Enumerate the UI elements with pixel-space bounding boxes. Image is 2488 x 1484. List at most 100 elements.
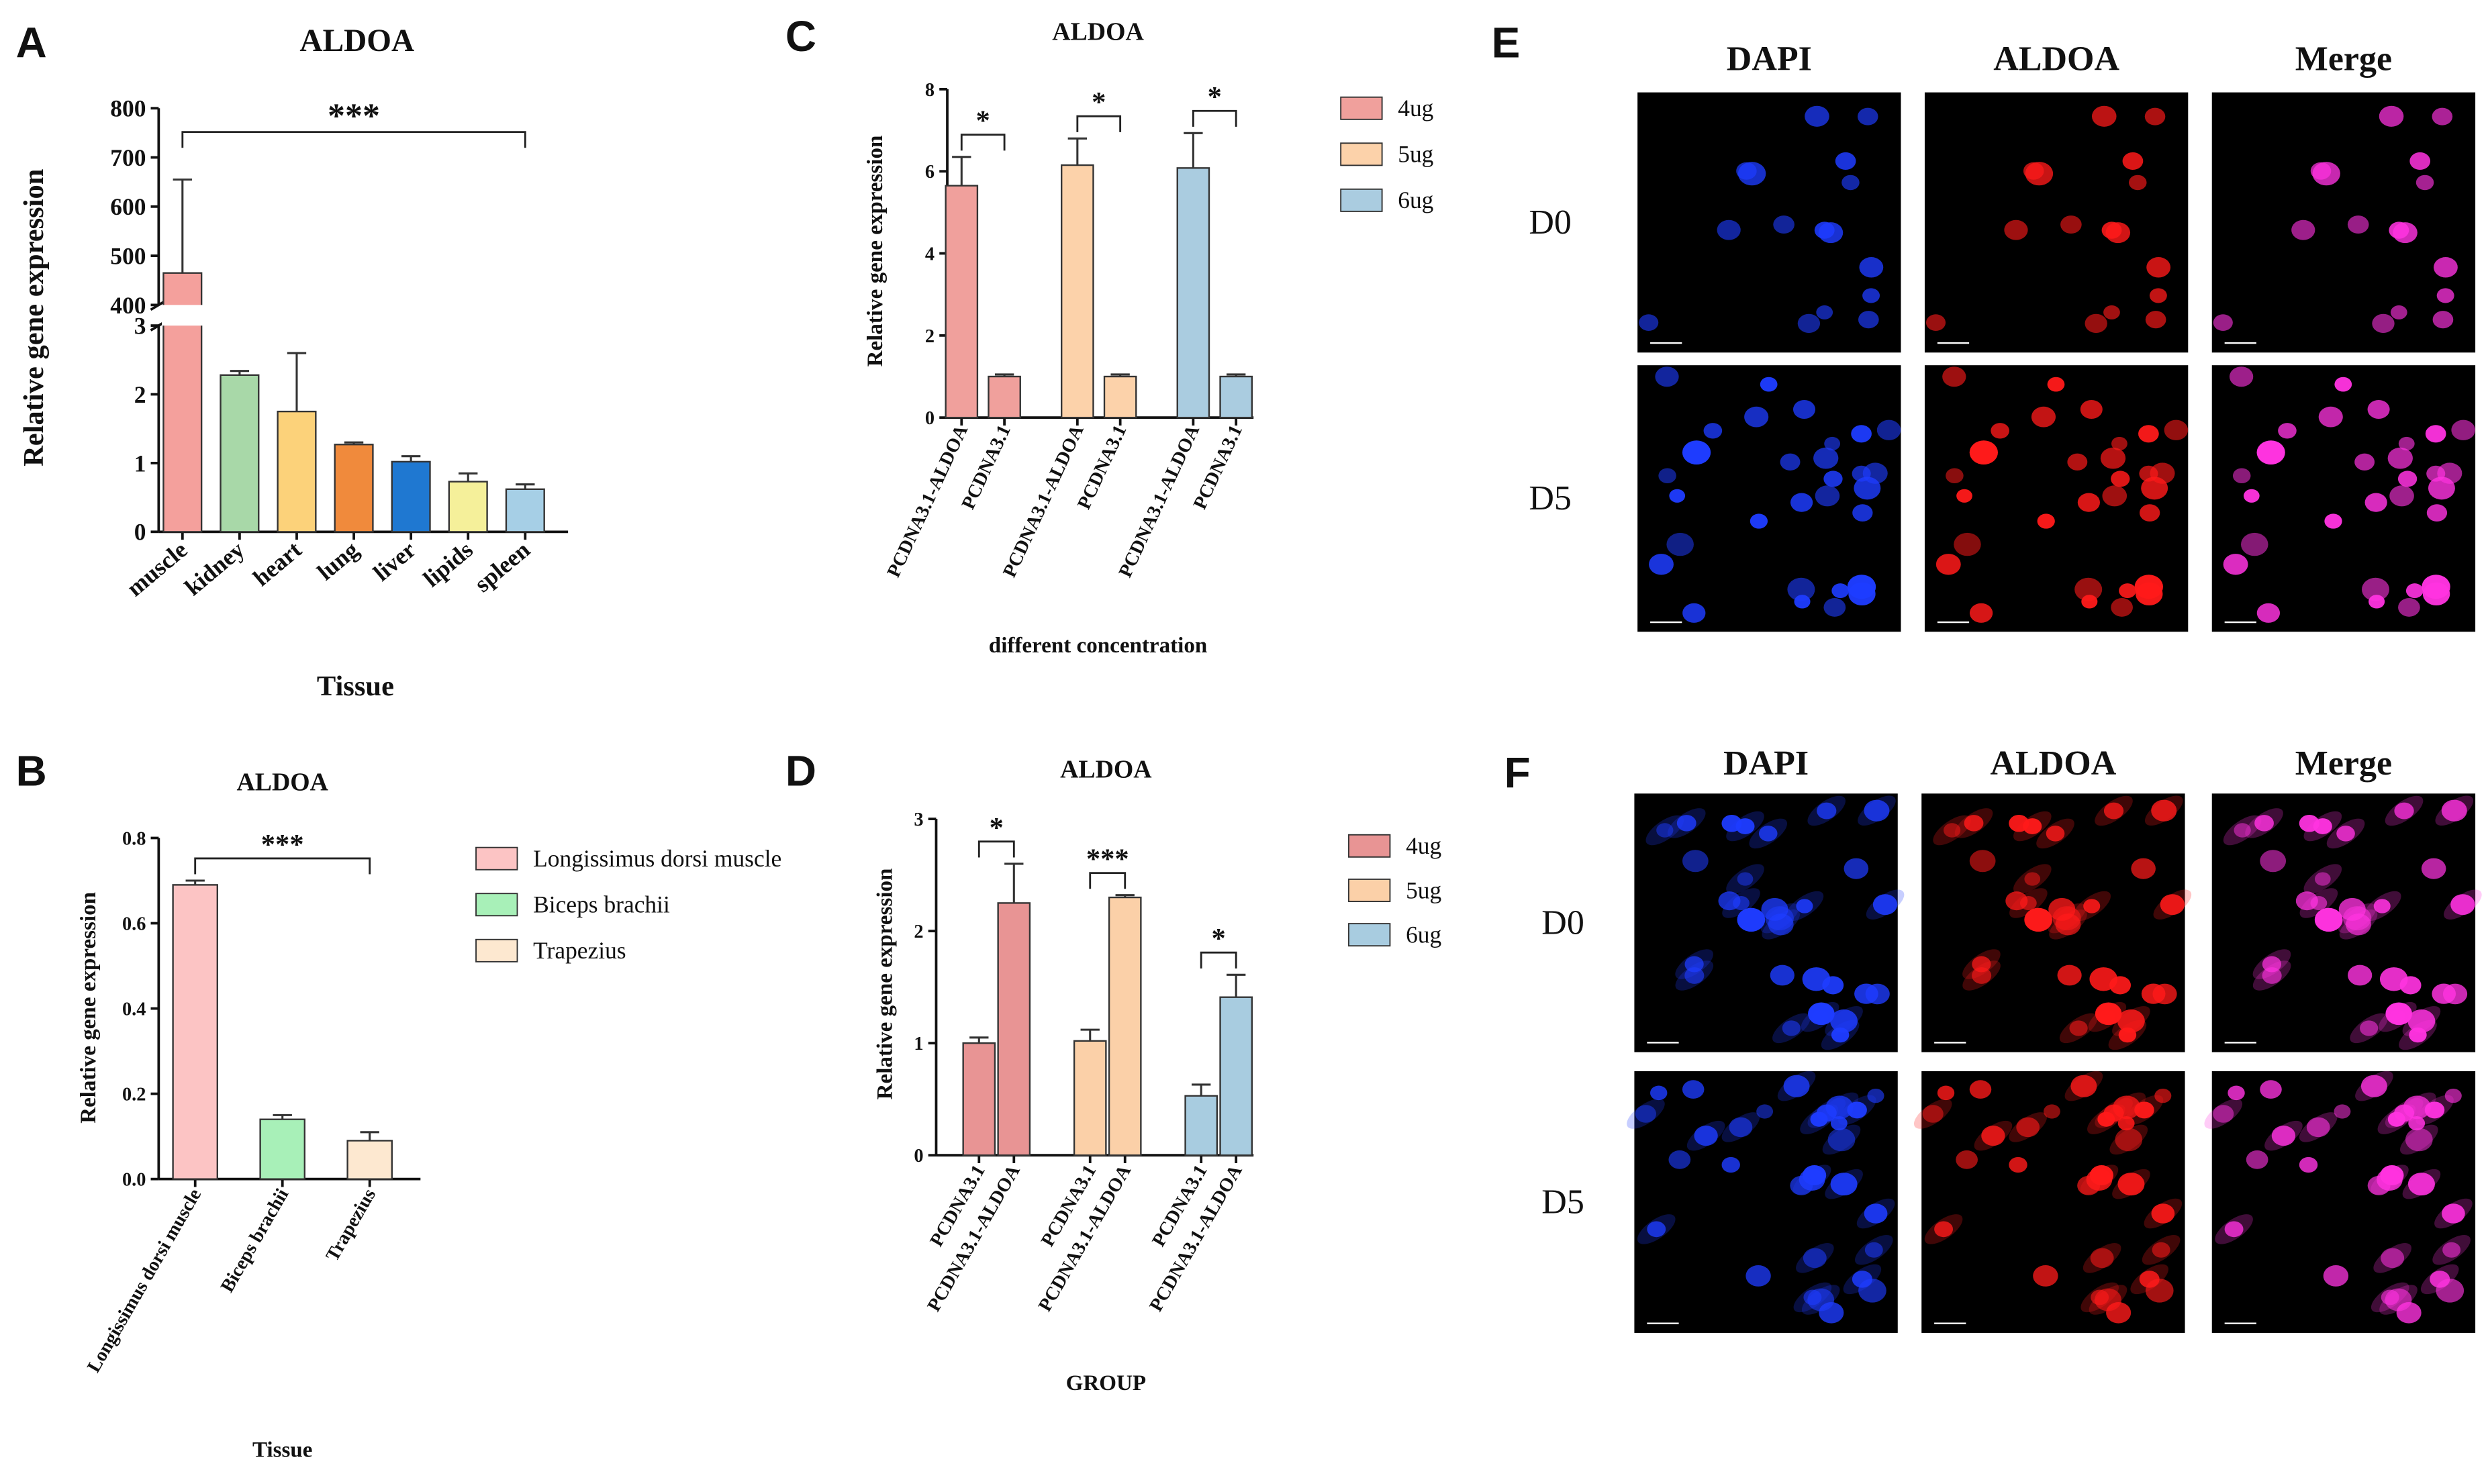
nucleus: [2224, 1221, 2244, 1238]
panel: A ALDOA Tissue Relative gene expression 0 1 2 3…: [16, 19, 569, 702]
nucleus: [1831, 583, 1850, 599]
nucleus: [1858, 1279, 1886, 1303]
nucleus: [1656, 823, 1674, 838]
nucleus: [2360, 1075, 2387, 1097]
nucleus: [1830, 1009, 1858, 1033]
nucleus: [2408, 1116, 2426, 1131]
panel-letter: D: [785, 746, 816, 795]
nucleus: [2033, 1265, 2058, 1287]
nucleus: [2361, 577, 2389, 601]
nucleus: [2260, 850, 2287, 873]
nucleus: [1858, 311, 1879, 329]
y-axis-label: Relative gene expression: [18, 168, 50, 466]
bar: [1103, 375, 1137, 419]
nucleus: [1972, 956, 1991, 973]
significance-label: ***: [1086, 844, 1129, 875]
bar: [1184, 1095, 1218, 1156]
nucleus: [2425, 425, 2446, 443]
nucleus: [2009, 1156, 2027, 1173]
panel-letter: C: [785, 12, 816, 60]
nucleus: [1969, 603, 1993, 623]
significance-label: ***: [261, 829, 304, 860]
y-tick-label: 0.0: [122, 1170, 146, 1191]
y-tick-label: 0.4: [122, 999, 146, 1020]
nucleus: [1981, 1126, 2005, 1146]
nucleus: [2442, 1242, 2461, 1258]
legend-swatch: [475, 846, 518, 871]
nucleus: [1668, 1150, 1691, 1169]
nucleus: [2379, 105, 2404, 127]
nucleus: [2372, 313, 2395, 334]
nucleus: [2154, 1088, 2172, 1103]
x-tick-label: liver: [368, 536, 420, 587]
chart-title: ALDOA: [236, 769, 328, 797]
panel-letter: F: [1504, 748, 1531, 797]
nucleus: [2398, 436, 2415, 451]
nucleus: [2409, 152, 2431, 170]
nucleus: [1669, 489, 1686, 503]
chart-title: ALDOA: [299, 23, 414, 58]
y-tick-label: 1: [134, 450, 146, 477]
nucleus: [1736, 162, 1757, 180]
legend-swatch: [475, 893, 518, 917]
legend-swatch: [1340, 142, 1383, 166]
nucleus: [1830, 1173, 1858, 1196]
nucleus: [2334, 377, 2352, 392]
nucleus: [1773, 215, 1795, 234]
nucleus: [1682, 440, 1711, 465]
x-tick-label: kidney: [179, 536, 249, 601]
nucleus: [1761, 897, 1788, 921]
row-label: D0: [1541, 903, 1584, 942]
nucleus: [2139, 465, 2158, 482]
nucleus: [2450, 894, 2475, 916]
nucleus: [2394, 802, 2414, 820]
nucleus: [2256, 603, 2281, 623]
legend-swatch: [1348, 878, 1391, 902]
nucleus: [2318, 406, 2343, 428]
nucleus: [1756, 1104, 1774, 1119]
nucleus: [2100, 447, 2126, 469]
nucleus: [2323, 1265, 2349, 1287]
nucleus: [1647, 1221, 1666, 1238]
legend-label: 6ug: [1398, 187, 1433, 213]
nucleus: [1991, 423, 2009, 439]
nucleus: [1956, 489, 1972, 503]
nucleus: [2324, 513, 2342, 529]
nucleus: [1717, 219, 1741, 240]
nucleus: [2077, 1175, 2101, 1195]
nucleus: [2310, 162, 2332, 180]
nucleus: [1650, 1085, 1668, 1101]
nucleus: [2387, 447, 2413, 469]
nucleus: [2254, 815, 2274, 832]
nucleus: [2090, 1248, 2114, 1269]
nucleus: [2102, 485, 2127, 507]
nucleus: [2415, 175, 2434, 191]
nucleus: [1760, 377, 1778, 392]
bar: [391, 460, 431, 533]
panel: B ALDOA Tissue Relative gene expression 0.0 0…: [16, 746, 782, 1462]
nucleus: [1934, 1221, 1954, 1238]
nucleus: [2067, 453, 2088, 471]
nucleus: [2149, 288, 2167, 303]
nucleus: [2426, 504, 2448, 522]
nucleus: [2393, 222, 2418, 244]
nucleus: [1635, 1105, 1657, 1123]
nucleus: [2432, 311, 2454, 329]
micrograph: [1637, 92, 1901, 353]
nucleus: [2228, 1085, 2245, 1101]
nucleus: [1745, 1265, 1771, 1287]
column-title: ALDOA: [1993, 40, 2119, 79]
nucleus: [1824, 436, 1841, 451]
significance-bracket: [1076, 115, 1122, 132]
nucleus: [1655, 366, 1679, 387]
nucleus: [1972, 967, 1992, 984]
nucleus: [2243, 489, 2260, 503]
y-axis-label: Relative gene expression: [863, 136, 888, 367]
nucleus: [1796, 899, 1813, 913]
bar: [448, 481, 488, 533]
nucleus: [2262, 967, 2282, 984]
bar: [1108, 896, 1142, 1156]
nucleus: [2407, 1173, 2435, 1196]
nucleus: [2390, 305, 2407, 319]
